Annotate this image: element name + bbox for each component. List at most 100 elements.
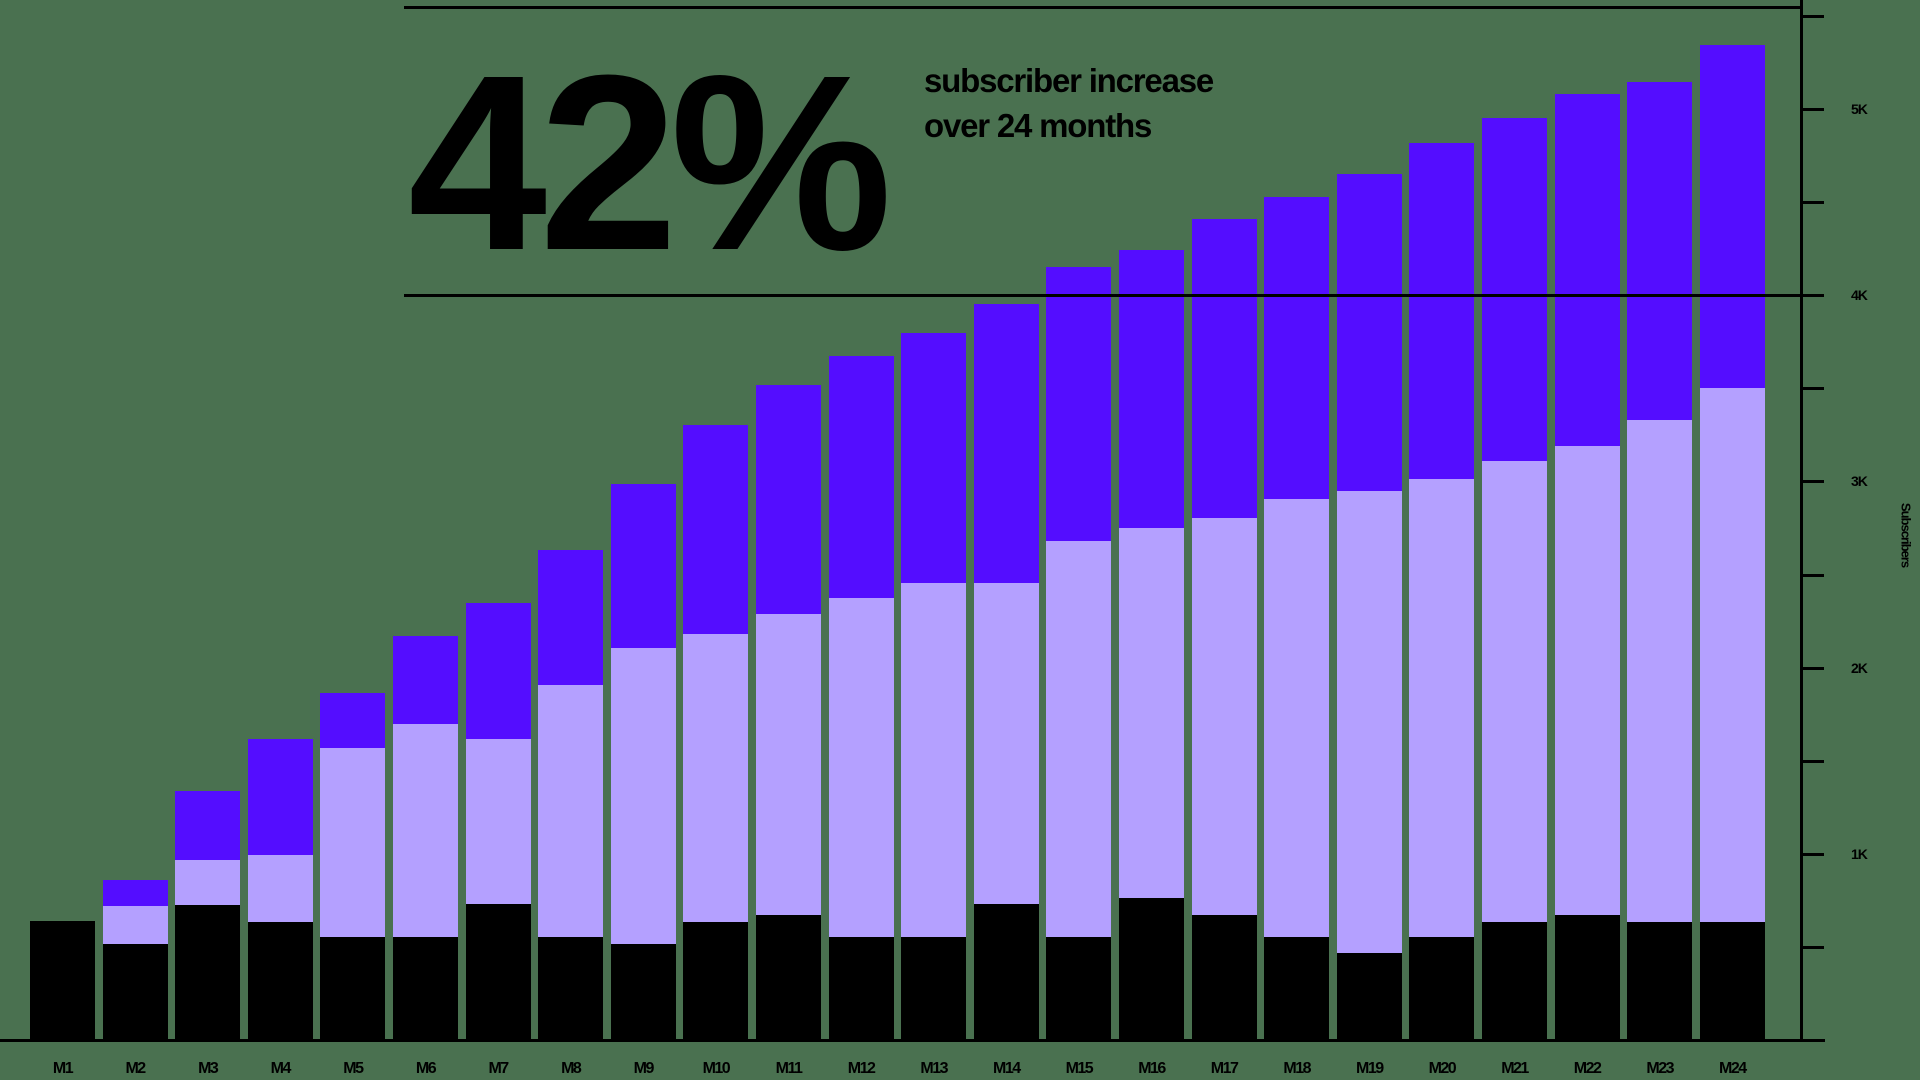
- segment-base: [465, 904, 531, 1040]
- bar-m19: [1336, 173, 1402, 1040]
- segment-base: [901, 937, 967, 1040]
- segment-base: [610, 944, 676, 1040]
- segment-top: [901, 333, 967, 584]
- x-tick-label: M9: [633, 1060, 655, 1077]
- x-tick-label: M16: [1138, 1060, 1166, 1077]
- y-tick-label: 5K: [1851, 101, 1868, 117]
- y-major-tick: [1802, 666, 1824, 670]
- segment-base: [1264, 937, 1330, 1040]
- bar-m3: [175, 791, 241, 1040]
- x-tick-label: M10: [702, 1060, 731, 1077]
- segment-base: [1191, 915, 1257, 1040]
- x-tick-label: M20: [1428, 1060, 1457, 1077]
- bar-m2: [102, 879, 168, 1040]
- segment-mid: [828, 597, 894, 938]
- segment-base: [1482, 922, 1547, 1040]
- segment-base: [538, 937, 604, 1040]
- segment-top: [683, 424, 749, 635]
- segment-base: [175, 905, 241, 1040]
- segment-mid: [1336, 491, 1402, 954]
- headline-percentage: 42%: [408, 23, 892, 302]
- x-tick-label: M4: [270, 1060, 292, 1077]
- segment-top: [1119, 249, 1184, 528]
- segment-top: [102, 879, 168, 907]
- bar-m22: [1554, 94, 1620, 1040]
- segment-base: [247, 922, 313, 1040]
- bar-m8: [538, 549, 604, 1040]
- segment-base: [973, 904, 1039, 1040]
- segment-mid: [1191, 518, 1257, 916]
- bar-m11: [756, 384, 821, 1040]
- x-tick-label: M3: [198, 1060, 219, 1077]
- bar-m18: [1264, 197, 1330, 1040]
- segment-mid: [1046, 541, 1112, 938]
- reference-line: [404, 294, 1800, 298]
- segment-mid: [1554, 445, 1620, 916]
- x-tick-label: M21: [1501, 1060, 1529, 1077]
- y-minor-tick: [1802, 201, 1824, 205]
- bar-m21: [1482, 117, 1547, 1040]
- segment-top: [175, 791, 241, 860]
- segment-base: [1627, 922, 1693, 1040]
- x-tick-label: M11: [775, 1060, 803, 1077]
- segment-top: [1409, 143, 1475, 479]
- segment-mid: [973, 583, 1039, 905]
- bar-m24: [1699, 45, 1765, 1040]
- bar-m1: [30, 920, 95, 1040]
- segment-top: [1264, 197, 1330, 499]
- segment-mid: [1264, 498, 1330, 938]
- segment-mid: [1482, 460, 1547, 923]
- segment-base: [828, 937, 894, 1040]
- segment-top: [320, 693, 386, 749]
- segment-top: [1627, 82, 1693, 421]
- segment-mid: [247, 855, 313, 923]
- segment-mid: [1409, 478, 1475, 938]
- segment-top: [756, 384, 821, 614]
- segment-top: [1336, 173, 1402, 492]
- x-tick-label: M12: [847, 1060, 876, 1077]
- x-tick-label: M8: [561, 1060, 582, 1077]
- segment-base: [320, 937, 386, 1040]
- bar-m20: [1409, 143, 1475, 1040]
- y-major-tick: [1802, 294, 1824, 298]
- x-tick-label: M22: [1573, 1060, 1602, 1077]
- segment-mid: [538, 684, 604, 938]
- bar-m5: [320, 693, 386, 1040]
- segment-base: [1336, 953, 1402, 1040]
- caption-line-1: subscriber increase: [924, 62, 1214, 99]
- y-major-tick: [1802, 108, 1824, 111]
- bar-m13: [901, 333, 967, 1040]
- segment-top: [1699, 45, 1765, 389]
- y-major-tick: [1802, 852, 1824, 856]
- y-tick-label: 3K: [1851, 473, 1868, 490]
- segment-base: [1699, 922, 1765, 1040]
- segment-top: [538, 549, 604, 685]
- segment-base: [1119, 897, 1184, 1040]
- segment-base: [683, 922, 749, 1040]
- segment-top: [1046, 267, 1112, 542]
- segment-mid: [1119, 527, 1184, 898]
- segment-top: [973, 303, 1039, 584]
- segment-mid: [901, 583, 967, 938]
- x-tick-label: M7: [488, 1060, 509, 1077]
- x-tick-label: M19: [1355, 1060, 1384, 1077]
- y-minor-tick: [1802, 14, 1824, 18]
- bar-m17: [1191, 219, 1257, 1040]
- bar-m4: [247, 738, 313, 1040]
- segment-top: [465, 602, 531, 739]
- segment-mid: [393, 724, 458, 938]
- segment-top: [1191, 219, 1257, 519]
- segment-base: [756, 915, 821, 1040]
- segment-base: [393, 937, 458, 1040]
- segment-mid: [1627, 420, 1693, 923]
- y-tick-label: 4K: [1851, 287, 1868, 304]
- segment-top: [1554, 94, 1620, 446]
- y-minor-tick: [1802, 573, 1824, 577]
- bar-m15: [1046, 267, 1112, 1040]
- segment-base: [1409, 937, 1475, 1040]
- x-tick-label: M1: [52, 1060, 74, 1077]
- x-axis-baseline: [0, 1039, 1825, 1042]
- y-axis-title: Subscribers: [1898, 502, 1914, 568]
- segment-base: [102, 944, 168, 1040]
